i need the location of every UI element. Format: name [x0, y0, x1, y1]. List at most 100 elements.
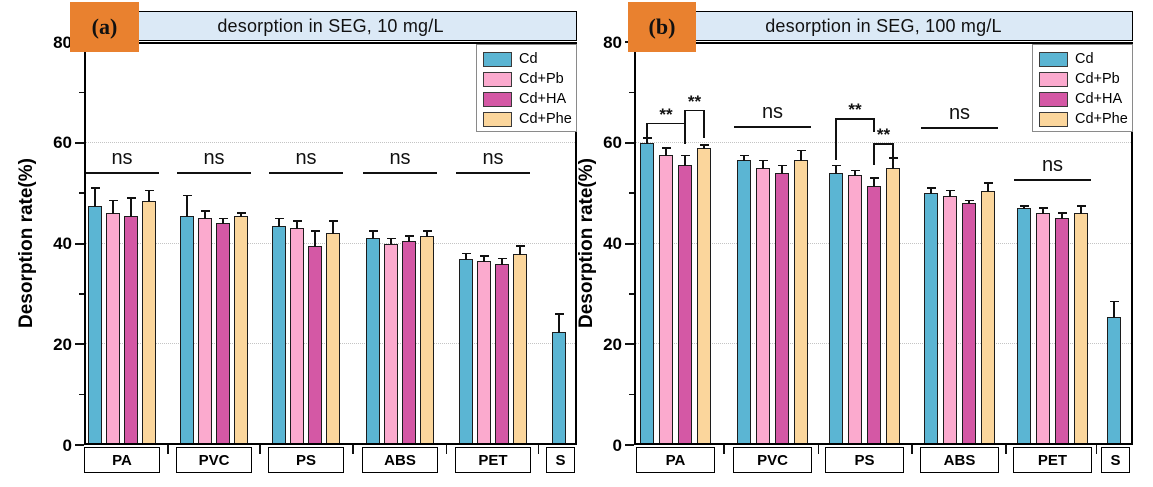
- error-bar-stem: [314, 230, 316, 248]
- plot-area-border: [84, 42, 577, 445]
- error-bar-stem: [835, 165, 837, 174]
- error-bar-cap: [310, 230, 320, 232]
- y-tick: [625, 343, 634, 346]
- error-bar-stem: [1113, 301, 1115, 318]
- error-bar-cap: [796, 149, 806, 152]
- category-label-S: S: [1110, 451, 1121, 469]
- legend-row-Cd+Pb: Cd+Pb: [1039, 69, 1132, 89]
- legend-swatch-Cd+Phe: [483, 111, 512, 127]
- ns-line-PVC: [734, 125, 811, 128]
- error-bar-cap: [479, 255, 489, 257]
- error-bar-cap: [218, 217, 228, 220]
- error-bar-stem: [854, 170, 856, 177]
- category-label-ABS: ABS: [384, 451, 416, 469]
- error-bar-cap: [182, 194, 192, 197]
- bar-S-Cd: [1107, 316, 1121, 445]
- category-box-PA: PA: [84, 447, 160, 473]
- y-minor-tick: [629, 293, 634, 295]
- x-divider-tick: [723, 445, 725, 454]
- bar-PVC-Cd+HA: [775, 172, 789, 445]
- y-tick-label: 80: [603, 32, 622, 52]
- chart-title-b: desorption in SEG, 100 mg/L: [765, 15, 1002, 36]
- error-bar-stem: [501, 258, 503, 265]
- legend-swatch-Cd+Pb: [1039, 71, 1068, 87]
- bar-ABS-Cd: [924, 193, 938, 445]
- bar-ABS-Cd+Phe: [981, 190, 995, 445]
- y-axis-title-a: Desorption rate(%): [16, 158, 37, 328]
- legend-row-Cd: Cd: [483, 49, 576, 69]
- sig-label-PS: **: [876, 125, 891, 145]
- sig-bracket-top: [646, 122, 686, 125]
- ns-label-PVC: ns: [203, 146, 225, 169]
- ns-line-PA: [85, 172, 159, 174]
- error-bar-cap: [1109, 300, 1119, 303]
- legend-label-Cd+HA: Cd+HA: [519, 90, 567, 107]
- error-bar-stem: [94, 188, 96, 207]
- error-bar-stem: [1080, 205, 1082, 215]
- error-bar-stem: [800, 150, 802, 162]
- error-bar-stem: [665, 147, 667, 157]
- bar-ABS-Cd+HA: [962, 203, 976, 445]
- error-bar-stem: [873, 178, 875, 187]
- panel-label-box-b: (b): [628, 2, 696, 52]
- bar-ABS-Cd+Pb: [384, 243, 398, 445]
- bar-PET-Cd+Phe: [513, 253, 527, 445]
- category-box-PVC: PVC: [176, 447, 252, 473]
- ns-label-PET: ns: [1041, 154, 1064, 177]
- sig-bracket-left-leg: [646, 123, 648, 140]
- bar-ABS-Cd+Pb: [943, 195, 957, 445]
- x-divider-tick: [445, 445, 448, 454]
- y-minor-tick: [629, 393, 634, 396]
- x-divider-tick: [1005, 445, 1007, 454]
- category-box-ABS: ABS: [920, 447, 999, 473]
- sig-bracket-left-leg: [873, 144, 875, 166]
- y-tick: [75, 242, 84, 245]
- bar-PVC-Cd+Phe: [794, 160, 808, 445]
- legend-label-Cd+Pb: Cd+Pb: [519, 70, 564, 87]
- category-label-PS: PS: [854, 451, 875, 469]
- error-bar-cap: [983, 182, 993, 184]
- y-axis-title-b: Desorption rate(%): [576, 158, 597, 328]
- legend: Cd Cd+Pb Cd+HA Cd+Phe: [1032, 44, 1133, 132]
- error-bar-cap: [926, 187, 936, 189]
- legend-label-Cd+Pb: Cd+Pb: [1075, 70, 1120, 87]
- error-bar-cap: [1076, 204, 1086, 207]
- ns-label-PVC: ns: [761, 100, 784, 123]
- x-divider-tick: [1095, 445, 1098, 454]
- bar-PVC-Cd+HA: [216, 223, 230, 445]
- sig-bracket-left-leg: [684, 110, 686, 141]
- category-box-ABS: ABS: [362, 447, 438, 473]
- error-bar-cap: [126, 197, 136, 199]
- sig-bracket-left-leg: [835, 119, 837, 160]
- error-bar-stem: [483, 256, 485, 263]
- y-tick-label: 20: [53, 334, 72, 354]
- category-box-PA: PA: [636, 447, 715, 473]
- error-bar-cap: [777, 164, 787, 167]
- y-minor-tick: [79, 293, 84, 295]
- ns-line-PS: [269, 172, 343, 174]
- y-tick: [75, 444, 84, 446]
- legend-label-Cd: Cd: [519, 50, 538, 67]
- legend-row-Cd+HA: Cd+HA: [1039, 89, 1132, 109]
- category-label-ABS: ABS: [943, 451, 976, 469]
- category-box-S: S: [546, 447, 575, 473]
- chart-title-bar-b: desorption in SEG, 100 mg/L: [634, 11, 1133, 41]
- chart-title-bar-a: desorption in SEG, 10 mg/L: [84, 11, 577, 41]
- y-tick: [625, 444, 634, 446]
- ns-label-ABS: ns: [948, 102, 971, 125]
- legend-row-Cd+Pb: Cd+Pb: [483, 69, 576, 89]
- ns-line-ABS: [921, 127, 998, 130]
- legend-row-Cd: Cd: [1039, 49, 1132, 69]
- category-label-PET: PET: [478, 451, 508, 469]
- bar-PET-Cd: [459, 258, 473, 445]
- category-box-PET: PET: [455, 447, 531, 473]
- legend-row-Cd+Phe: Cd+Phe: [1039, 109, 1132, 129]
- error-bar-cap: [386, 237, 396, 240]
- legend-swatch-Cd+HA: [1039, 91, 1068, 107]
- error-bar-cap: [758, 159, 768, 162]
- bar-PA-Cd+Phe: [697, 147, 711, 445]
- y-tick-label: 0: [62, 435, 72, 455]
- sig-bracket-top: [835, 118, 875, 120]
